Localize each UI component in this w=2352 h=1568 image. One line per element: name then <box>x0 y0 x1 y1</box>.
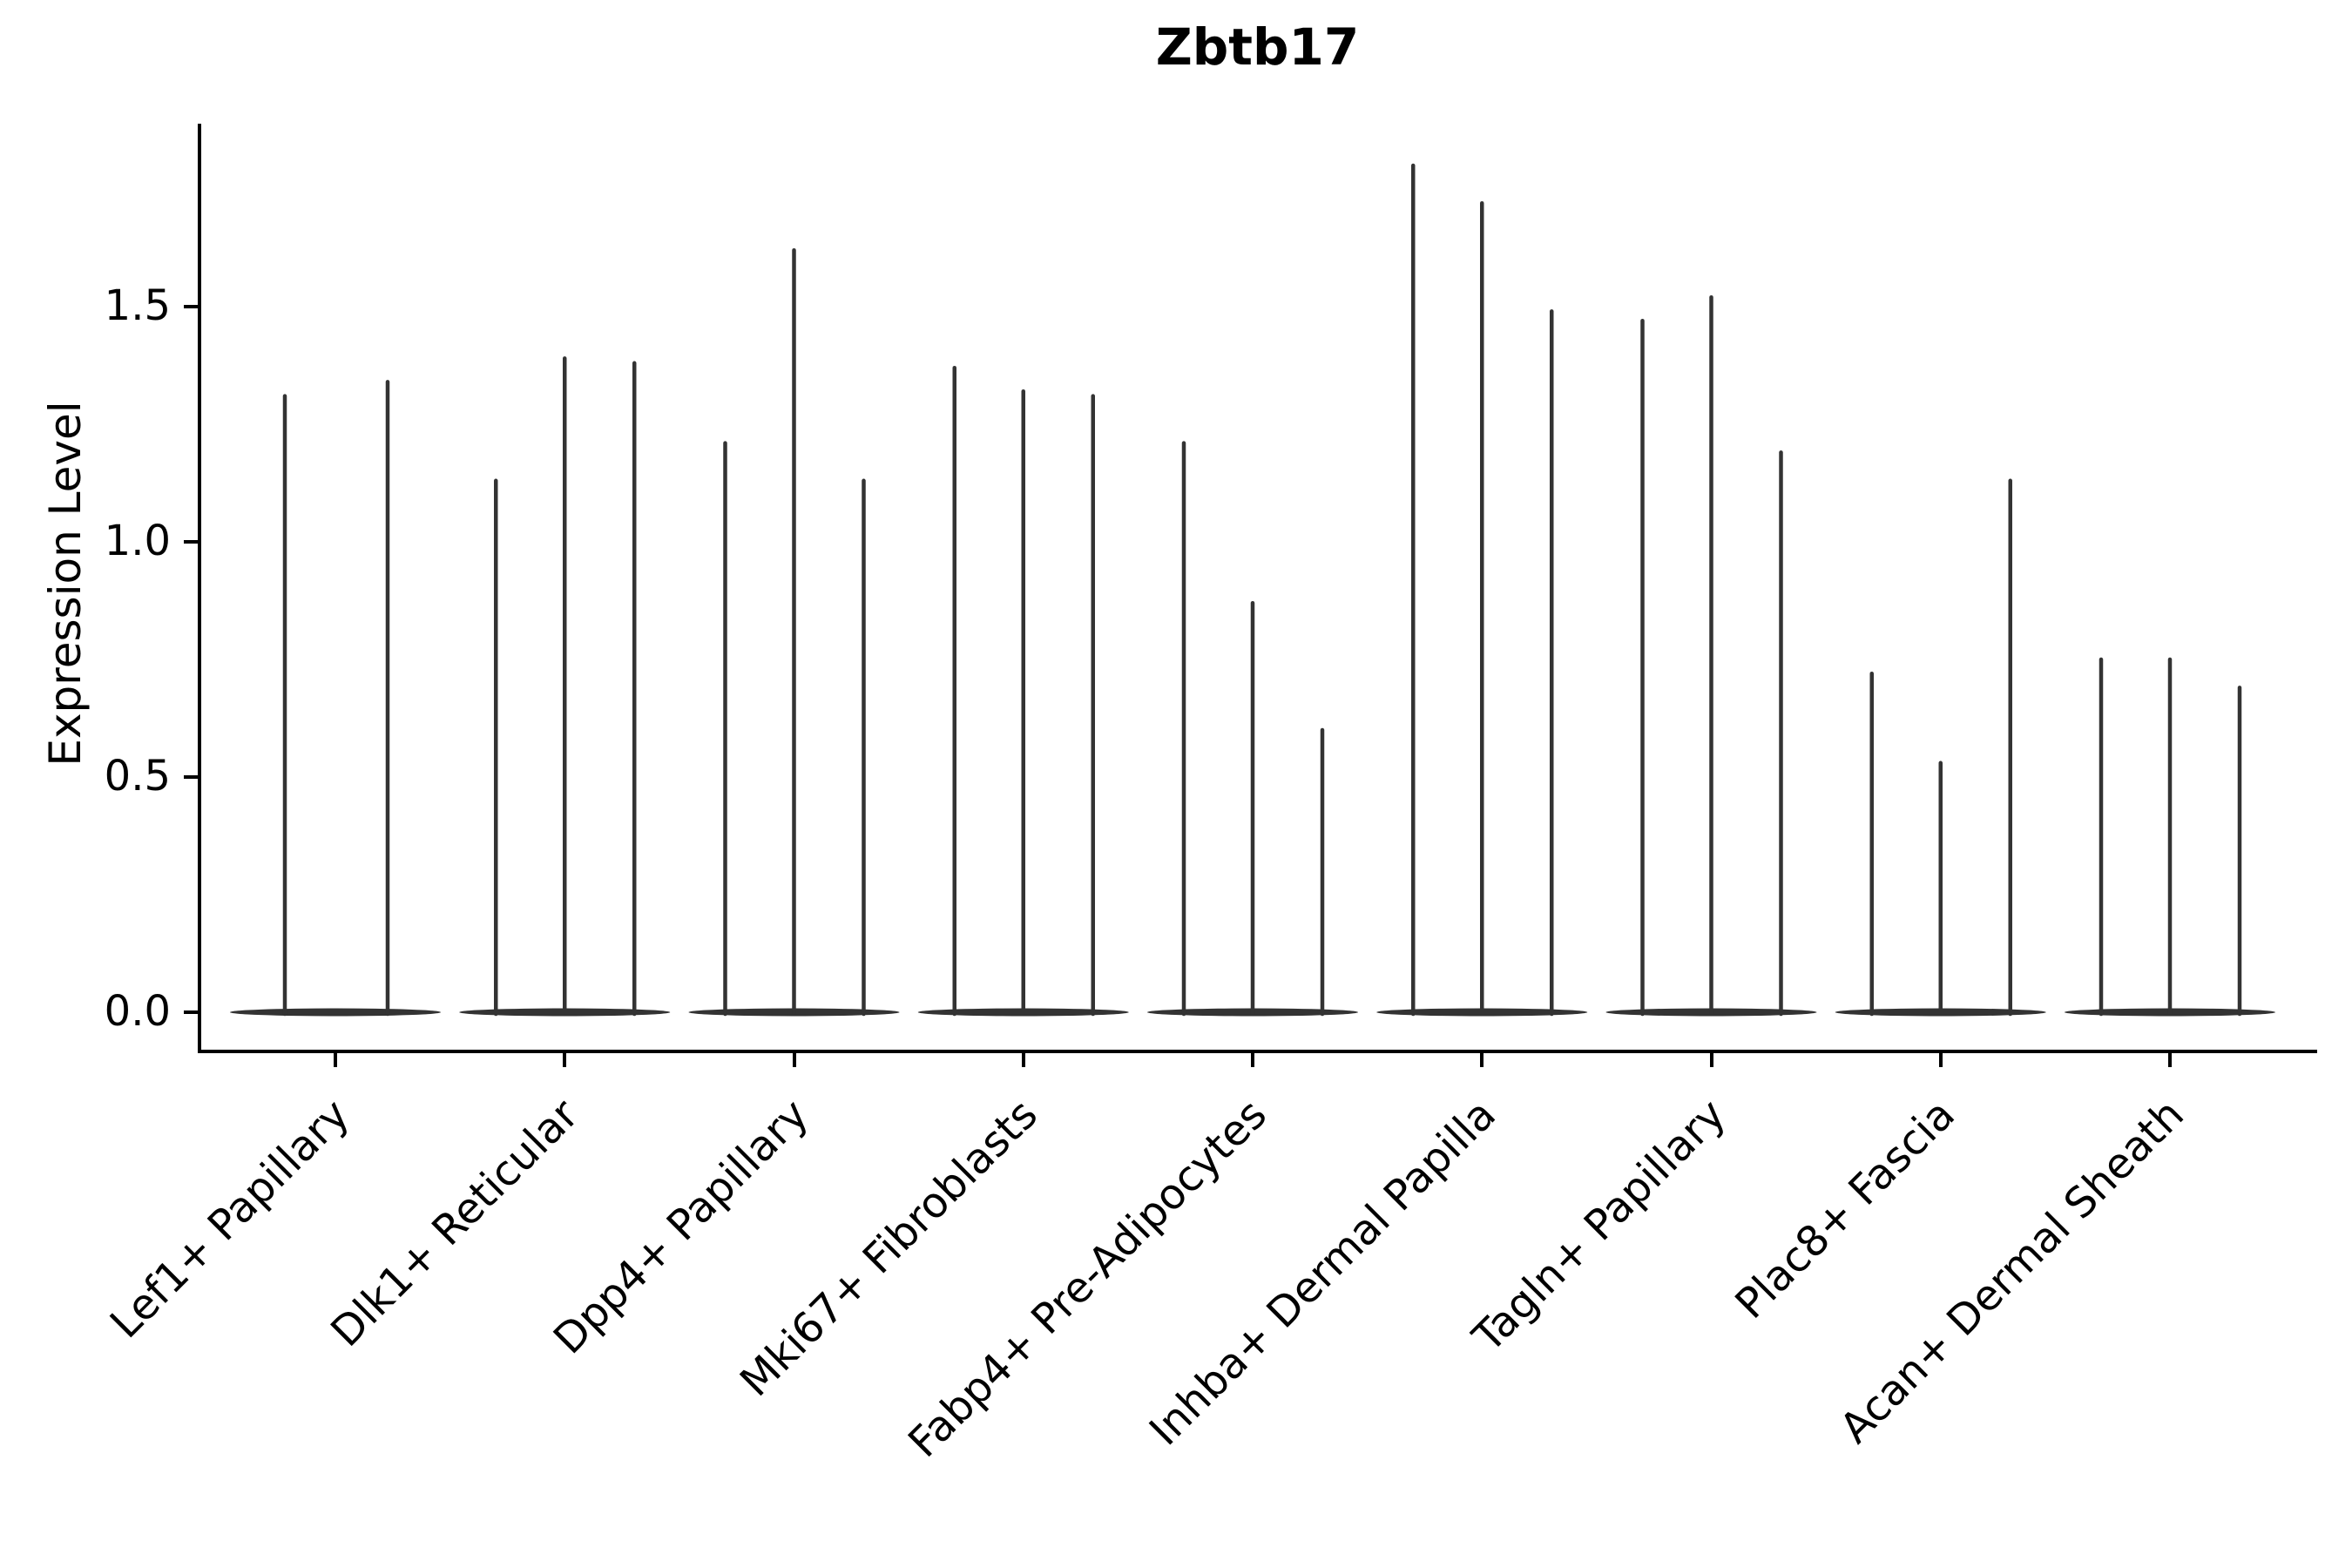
y-tick-mark <box>184 775 198 779</box>
violin-base <box>230 1008 441 1017</box>
x-tick-mark <box>1021 1053 1025 1067</box>
x-tick-mark <box>792 1053 796 1067</box>
y-tick-mark <box>184 1010 198 1014</box>
x-tick-mark <box>1938 1053 1943 1067</box>
chart-title: Zbtb17 <box>1155 17 1360 77</box>
plot-area <box>198 124 2317 1053</box>
y-tick-label: 0.5 <box>104 752 171 801</box>
x-tick-mark <box>2168 1053 2172 1067</box>
x-tick-mark <box>1709 1053 1713 1067</box>
y-axis-spine <box>198 124 201 1053</box>
x-tick-mark <box>1251 1053 1254 1067</box>
x-tick-mark <box>334 1053 337 1067</box>
x-tick-mark <box>563 1053 567 1067</box>
y-axis-label: Expression Level <box>40 401 91 767</box>
y-tick-label: 0.0 <box>104 987 171 1036</box>
y-tick-label: 1.5 <box>104 281 171 330</box>
y-tick-mark <box>184 540 198 544</box>
x-tick-mark <box>1480 1053 1484 1067</box>
y-tick-label: 1.0 <box>104 517 171 565</box>
x-axis-spine <box>198 1050 2317 1053</box>
y-tick-mark <box>184 305 198 308</box>
